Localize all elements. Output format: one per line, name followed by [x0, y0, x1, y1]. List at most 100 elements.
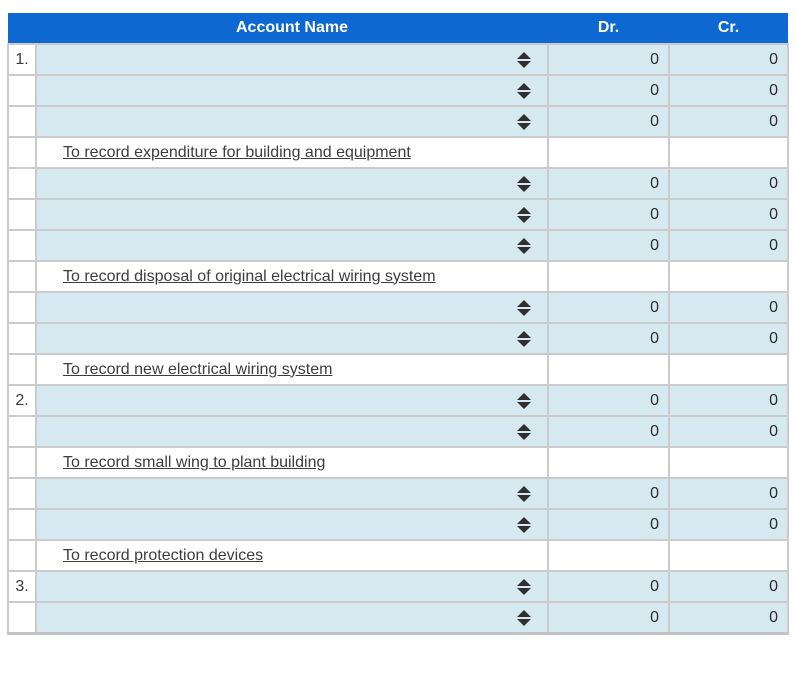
credit-cell[interactable]: 0 — [668, 105, 789, 138]
row-number-cell — [7, 322, 37, 355]
header-cr: Cr. — [669, 13, 788, 44]
select-arrows-icon — [517, 299, 531, 316]
table-row: To record expenditure for building and e… — [7, 136, 789, 169]
debit-cell[interactable]: 0 — [547, 198, 670, 231]
select-arrows-icon — [517, 485, 531, 502]
row-number-cell: 1. — [7, 43, 37, 76]
debit-cell-empty — [547, 136, 670, 169]
entry-description: To record expenditure for building and e… — [63, 143, 411, 161]
account-select[interactable] — [35, 291, 549, 324]
select-arrows-icon — [517, 609, 531, 626]
debit-cell-empty — [547, 260, 670, 293]
table-row: To record new electrical wiring system — [7, 353, 789, 386]
credit-cell[interactable]: 0 — [668, 198, 789, 231]
debit-cell[interactable]: 0 — [547, 74, 670, 107]
debit-cell[interactable]: 0 — [547, 291, 670, 324]
credit-cell[interactable]: 0 — [668, 384, 789, 417]
table-row: 3. 0 0 — [7, 570, 789, 603]
credit-cell-empty — [668, 260, 789, 293]
account-select[interactable] — [35, 570, 549, 603]
credit-cell[interactable]: 0 — [668, 291, 789, 324]
debit-cell[interactable]: 0 — [547, 477, 670, 510]
description-cell: To record expenditure for building and e… — [35, 136, 549, 169]
table-row: To record small wing to plant building — [7, 446, 789, 479]
description-cell: To record new electrical wiring system — [35, 353, 549, 386]
debit-cell[interactable]: 0 — [547, 229, 670, 262]
select-arrows-icon — [517, 392, 531, 409]
debit-cell[interactable]: 0 — [547, 167, 670, 200]
journal-rows: 1. 0 0 0 0 0 0 To record expenditure for buildi… — [7, 43, 789, 635]
debit-cell[interactable]: 0 — [547, 601, 670, 635]
account-select[interactable] — [35, 229, 549, 262]
row-number-cell — [7, 353, 37, 386]
description-cell: To record small wing to plant building — [35, 446, 549, 479]
header-row: Account Name Dr. Cr. — [8, 13, 788, 44]
select-arrows-icon — [517, 175, 531, 192]
account-select[interactable] — [35, 105, 549, 138]
entry-description: To record protection devices — [63, 546, 264, 564]
account-select[interactable] — [35, 601, 549, 635]
debit-cell[interactable]: 0 — [547, 570, 670, 603]
credit-cell[interactable]: 0 — [668, 229, 789, 262]
debit-cell[interactable]: 0 — [547, 322, 670, 355]
debit-cell[interactable]: 0 — [547, 415, 670, 448]
credit-cell[interactable]: 0 — [668, 322, 789, 355]
table-row: To record protection devices — [7, 539, 789, 572]
credit-cell[interactable]: 0 — [668, 74, 789, 107]
select-arrows-icon — [517, 51, 531, 68]
select-arrows-icon — [517, 423, 531, 440]
table-row: 1. 0 0 — [7, 43, 789, 76]
account-select[interactable] — [35, 384, 549, 417]
row-number-cell — [7, 260, 37, 293]
row-number-cell — [7, 229, 37, 262]
credit-cell[interactable]: 0 — [668, 601, 789, 635]
select-arrows-icon — [517, 330, 531, 347]
account-select[interactable] — [35, 167, 549, 200]
row-number-cell: 3. — [7, 570, 37, 603]
header-account-name: Account Name — [36, 13, 548, 44]
debit-cell[interactable]: 0 — [547, 43, 670, 76]
account-select[interactable] — [35, 322, 549, 355]
row-number-cell — [7, 136, 37, 169]
credit-cell[interactable]: 0 — [668, 415, 789, 448]
credit-cell[interactable]: 0 — [668, 43, 789, 76]
account-select[interactable] — [35, 477, 549, 510]
debit-cell[interactable]: 0 — [547, 105, 670, 138]
row-number-cell — [7, 508, 37, 541]
select-arrows-icon — [517, 237, 531, 254]
row-number-cell — [7, 446, 37, 479]
credit-cell[interactable]: 0 — [668, 167, 789, 200]
row-number-cell — [7, 105, 37, 138]
row-number-cell: 2. — [7, 384, 37, 417]
header-number — [8, 13, 36, 44]
row-number-cell — [7, 167, 37, 200]
account-select[interactable] — [35, 74, 549, 107]
debit-cell[interactable]: 0 — [547, 384, 670, 417]
credit-cell[interactable]: 0 — [668, 477, 789, 510]
row-number-cell — [7, 601, 37, 635]
credit-cell-empty — [668, 136, 789, 169]
journal-table: Account Name Dr. Cr. 1. 0 0 0 0 0 0 To record e… — [7, 13, 789, 635]
account-select[interactable] — [35, 508, 549, 541]
account-select[interactable] — [35, 415, 549, 448]
credit-cell[interactable]: 0 — [668, 570, 789, 603]
row-number-cell — [7, 477, 37, 510]
row-number-cell — [7, 198, 37, 231]
select-arrows-icon — [517, 578, 531, 595]
entry-description: To record small wing to plant building — [63, 453, 326, 471]
account-select[interactable] — [35, 198, 549, 231]
description-cell: To record protection devices — [35, 539, 549, 572]
row-number-cell — [7, 415, 37, 448]
credit-cell[interactable]: 0 — [668, 508, 789, 541]
row-number-cell — [7, 74, 37, 107]
debit-cell[interactable]: 0 — [547, 508, 670, 541]
account-select[interactable] — [35, 43, 549, 76]
